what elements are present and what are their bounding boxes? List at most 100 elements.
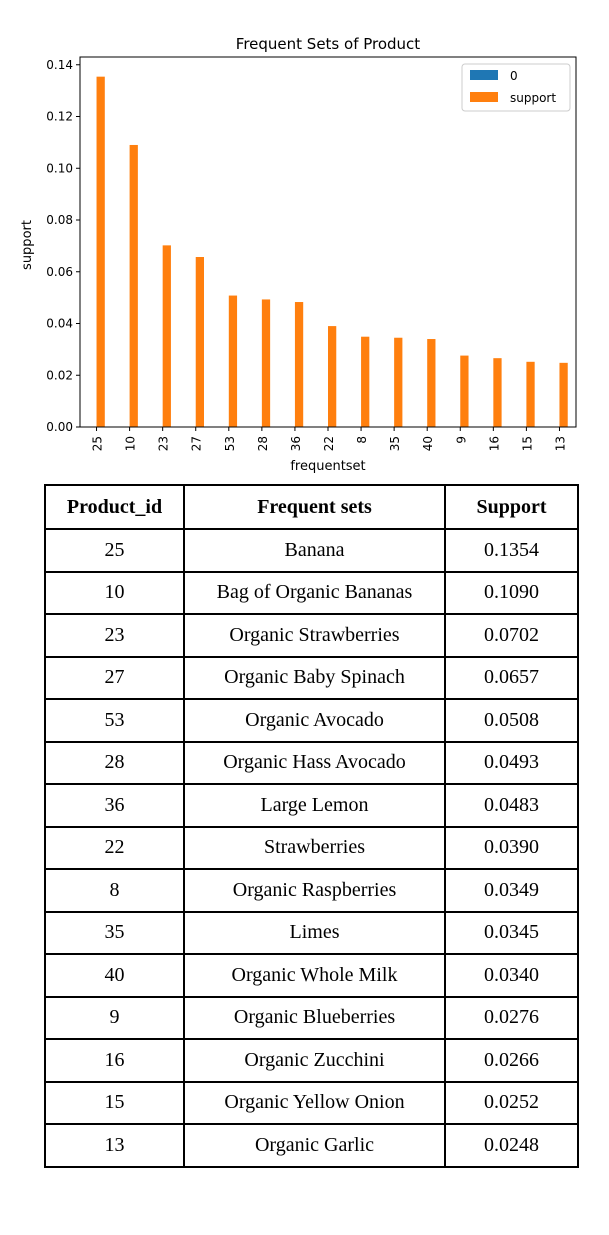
x-tick-label: 9 (454, 436, 468, 444)
cell-frequent-set: Organic Raspberries (183, 868, 446, 913)
cell-frequent-set: Strawberries (183, 825, 446, 870)
cell-product-id: 16 (44, 1038, 185, 1083)
y-axis-label: support (20, 220, 35, 270)
cell-support: 0.0248 (444, 1123, 579, 1168)
cell-frequent-set: Organic Whole Milk (183, 953, 446, 998)
cell-support: 0.0345 (444, 910, 579, 955)
cell-frequent-set: Large Lemon (183, 783, 446, 828)
bar-support (162, 245, 171, 427)
cell-product-id: 35 (44, 910, 185, 955)
cell-support: 0.0657 (444, 655, 579, 700)
cell-support: 0.0276 (444, 995, 579, 1040)
legend-swatch (470, 92, 498, 102)
cell-frequent-set: Banana (183, 528, 446, 573)
table-row: 10 Bag of Organic Bananas 0.1090 (44, 570, 579, 615)
frequent-sets-table: Product_id Frequent sets Support 25 Banan… (44, 484, 579, 1168)
cell-support: 0.1354 (444, 528, 579, 573)
x-tick-label: 35 (388, 436, 402, 451)
bar-support (96, 76, 105, 427)
table-row: 40 Organic Whole Milk 0.0340 (44, 953, 579, 998)
table-row: 27 Organic Baby Spinach 0.0657 (44, 655, 579, 700)
x-axis-label: frequentset (290, 459, 365, 474)
bar-support (228, 295, 238, 427)
cell-support: 0.0493 (444, 740, 579, 785)
chart-title: Frequent Sets of Product (236, 35, 421, 53)
table-body: 25 Banana 0.1354 10 Bag of Organic Bananas 0.… (44, 528, 579, 1168)
table-row: 15 Organic Yellow Onion 0.0252 (44, 1080, 579, 1125)
header-frequent-sets: Frequent sets (183, 484, 446, 530)
cell-frequent-set: Bag of Organic Bananas (183, 570, 446, 615)
cell-product-id: 13 (44, 1123, 185, 1168)
legend-swatch (470, 70, 498, 80)
cell-product-id: 10 (44, 570, 185, 615)
cell-frequent-set: Limes (183, 910, 446, 955)
cell-support: 0.0508 (444, 698, 579, 743)
x-tick-label: 22 (322, 436, 336, 451)
cell-frequent-set: Organic Strawberries (183, 613, 446, 658)
bar-support (195, 257, 204, 427)
bar-support (294, 302, 304, 427)
x-tick-label: 53 (223, 436, 237, 451)
x-tick-label: 15 (520, 436, 534, 451)
legend-label: support (510, 91, 556, 105)
cell-product-id: 22 (44, 825, 185, 870)
cell-product-id: 40 (44, 953, 185, 998)
bar-support (526, 361, 535, 427)
y-tick-label: 0.02 (46, 368, 73, 382)
cell-product-id: 9 (44, 995, 185, 1040)
cell-frequent-set: Organic Avocado (183, 698, 446, 743)
table-row: 35 Limes 0.0345 (44, 910, 579, 955)
bar-support (493, 358, 502, 427)
table-row: 13 Organic Garlic 0.0248 (44, 1123, 579, 1168)
x-tick-label: 36 (289, 436, 303, 451)
bar-support (129, 144, 138, 427)
support-bar-chart: Frequent Sets of Product 25 10 23 27 53 28 36 2… (20, 35, 577, 474)
x-tick-label: 13 (553, 436, 567, 451)
cell-support: 0.0252 (444, 1080, 579, 1125)
cell-product-id: 23 (44, 613, 185, 658)
x-tick-label: 23 (157, 436, 171, 451)
cell-support: 0.0349 (444, 868, 579, 913)
table-row: 23 Organic Strawberries 0.0702 (44, 613, 579, 658)
cell-support: 0.0483 (444, 783, 579, 828)
cell-support: 0.0702 (444, 613, 579, 658)
bar-support (427, 339, 436, 427)
x-tick-label: 25 (91, 436, 105, 451)
cell-support: 0.0340 (444, 953, 579, 998)
header-product-id: Product_id (44, 484, 185, 530)
table-row: 36 Large Lemon 0.0483 (44, 783, 579, 828)
plot-frame (79, 56, 577, 428)
bar-support (394, 337, 403, 427)
bar-support (361, 336, 370, 427)
y-tick-label: 0.12 (46, 110, 73, 124)
y-tick-label: 0.04 (46, 317, 73, 331)
cell-frequent-set: Organic Blueberries (183, 995, 446, 1040)
cell-frequent-set: Organic Hass Avocado (183, 740, 446, 785)
cell-frequent-set: Organic Garlic (183, 1123, 446, 1168)
cell-frequent-set: Organic Yellow Onion (183, 1080, 446, 1125)
bar-support (261, 299, 271, 427)
cell-frequent-set: Organic Zucchini (183, 1038, 446, 1083)
table-row: 28 Organic Hass Avocado 0.0493 (44, 740, 579, 785)
table-row: 16 Organic Zucchini 0.0266 (44, 1038, 579, 1083)
table-row: 25 Banana 0.1354 (44, 528, 579, 573)
cell-support: 0.1090 (444, 570, 579, 615)
table-row: 22 Strawberries 0.0390 (44, 825, 579, 870)
y-tick-label: 0.06 (46, 265, 73, 279)
x-tick-label: 16 (487, 436, 501, 451)
bar-support (460, 355, 469, 427)
bar-support (559, 362, 568, 427)
cell-product-id: 8 (44, 868, 185, 913)
bar-support (328, 326, 337, 427)
cell-product-id: 15 (44, 1080, 185, 1125)
y-tick-label: 0.14 (46, 58, 73, 72)
x-tick-label: 40 (421, 436, 435, 451)
cell-frequent-set: Organic Baby Spinach (183, 655, 446, 700)
table-row: 9 Organic Blueberries 0.0276 (44, 995, 579, 1040)
cell-support: 0.0390 (444, 825, 579, 870)
table-row: 53 Organic Avocado 0.0508 (44, 698, 579, 743)
y-tick-label: 0.00 (46, 420, 73, 434)
table-row: 8 Organic Raspberries 0.0349 (44, 868, 579, 913)
cell-product-id: 28 (44, 740, 185, 785)
cell-product-id: 25 (44, 528, 185, 573)
